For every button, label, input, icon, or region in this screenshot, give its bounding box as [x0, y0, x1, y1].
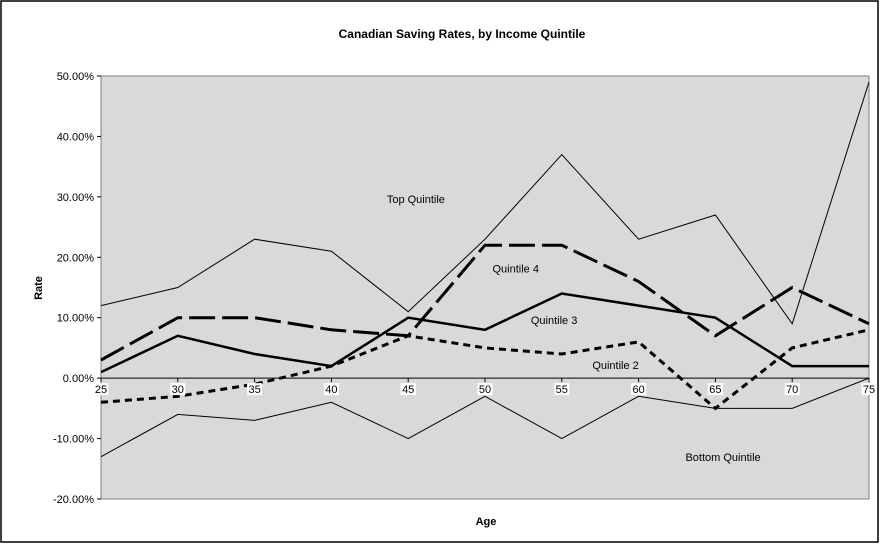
- x-tick-label-bg: [323, 383, 339, 396]
- x-axis-title: Age: [476, 516, 497, 528]
- y-tick-label: 40.00%: [57, 131, 95, 143]
- series-lines: [100, 81, 870, 458]
- series-label-quintile-2: Quintile 2: [592, 360, 638, 372]
- x-tick-label: 70: [786, 384, 798, 396]
- x-tick-label: 40: [325, 384, 337, 396]
- x-tick-label-bg: [554, 383, 570, 396]
- series-line-quintile-4: [100, 243, 870, 362]
- x-tick-label-bg: [400, 383, 416, 396]
- x-tick-label: 45: [402, 384, 414, 396]
- x-tick-label-bg: [707, 383, 723, 396]
- series-line-top-quintile: [100, 81, 870, 325]
- plot-area: [100, 75, 870, 500]
- series-labels: Top Quintile Quintile 4 Quintile 3 Quintile…: [387, 194, 761, 464]
- x-tick-label: 55: [556, 384, 568, 396]
- y-tick-label: -20.00%: [53, 494, 94, 506]
- x-tick-label: 75: [863, 384, 875, 396]
- x-tick-label-bg: [170, 383, 186, 396]
- x-tick-label-bg: [861, 383, 877, 396]
- x-tick-label-bg: [247, 383, 263, 396]
- y-axis-title: Rate: [33, 276, 45, 300]
- y-tick-label: 50.00%: [57, 71, 95, 83]
- y-tick-label: 10.00%: [57, 313, 95, 325]
- x-tick-label: 35: [248, 384, 260, 396]
- x-tick-label: 25: [95, 384, 107, 396]
- y-tick-label: 30.00%: [57, 192, 95, 204]
- x-tick-label: 65: [709, 384, 721, 396]
- chart-title: Canadian Saving Rates, by Income Quintil…: [339, 27, 586, 41]
- x-axis-ticks: 25 30 35 40 45 50 55 60 65 70 75: [93, 378, 877, 396]
- x-tick-label-bg: [477, 383, 493, 396]
- series-label-quintile-4: Quintile 4: [492, 263, 538, 275]
- series-label-quintile-3: Quintile 3: [531, 315, 577, 327]
- y-tick-label: 20.00%: [57, 252, 95, 264]
- x-tick-label: 50: [479, 384, 491, 396]
- x-tick-label: 30: [172, 384, 184, 396]
- series-line-quintile-3: [100, 292, 869, 374]
- series-label-top-quintile: Top Quintile: [387, 194, 445, 206]
- x-tick-label-bg: [784, 383, 800, 396]
- x-tick-label-bg: [631, 383, 647, 396]
- x-tick-label-bg: [93, 383, 109, 396]
- series-line-bottom-quintile: [100, 377, 870, 458]
- y-tick-label: -10.00%: [53, 434, 94, 446]
- series-label-bottom-quintile: Bottom Quintile: [685, 452, 760, 464]
- x-tick-label: 60: [632, 384, 644, 396]
- y-tick-label: 0.00%: [63, 373, 94, 385]
- y-axis-ticks: 50.00% 40.00% 30.00% 20.00% 10.00% 0.00% -10.0…: [53, 71, 101, 506]
